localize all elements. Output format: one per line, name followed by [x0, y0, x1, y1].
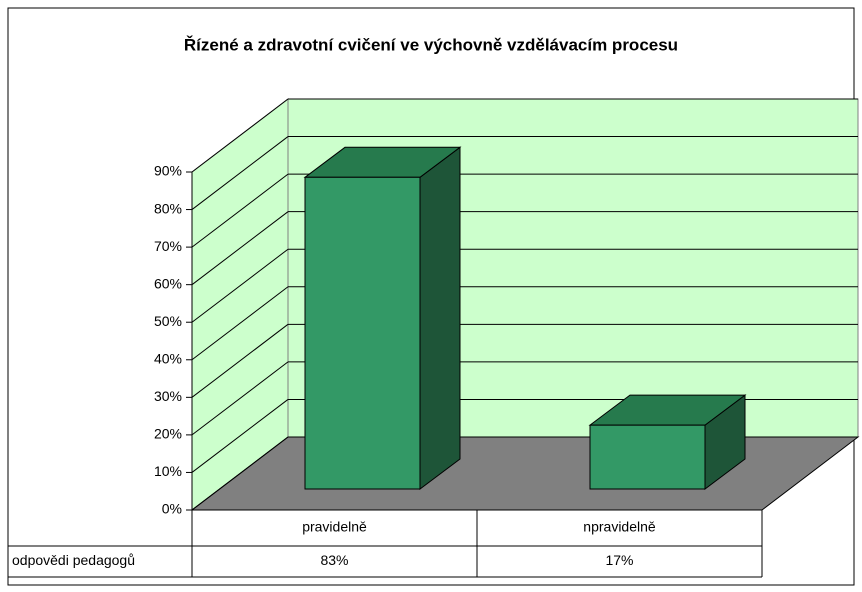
y-tick-label: 50%: [154, 313, 182, 329]
y-tick-label: 10%: [154, 463, 182, 479]
y-tick-label: 90%: [154, 163, 182, 179]
y-tick-label: 40%: [154, 350, 182, 366]
grid-line: [191, 436, 289, 511]
y-tick-label: 30%: [154, 388, 182, 404]
chart-title: Řízené a zdravotní cvičení ve výchovně v…: [184, 35, 678, 54]
bar: [589, 424, 706, 490]
grid-line: [191, 173, 289, 248]
grid-line: [191, 211, 289, 286]
grid-line: [191, 136, 289, 210]
grid-line: [191, 399, 289, 473]
y-tick-label: 60%: [154, 275, 182, 291]
bar-side: [419, 146, 461, 490]
legend-label: odpovědi pedagogů: [12, 552, 135, 568]
y-tick-label: 20%: [154, 426, 182, 442]
grid-line: [191, 323, 289, 398]
grid-line: [191, 361, 289, 436]
grid-line: [191, 286, 289, 361]
y-tick-label: 70%: [154, 238, 182, 254]
bar: [304, 176, 421, 490]
data-label: 17%: [605, 552, 633, 568]
grid-line: [191, 248, 289, 323]
floor: [190, 436, 860, 511]
grid-line: [191, 98, 289, 173]
x-tick-label: pravidelně: [302, 519, 367, 535]
x-tick-label: npravidelně: [583, 519, 656, 535]
data-label: 83%: [320, 552, 348, 568]
y-tick-label: 0%: [162, 501, 182, 517]
y-tick-label: 80%: [154, 200, 182, 216]
